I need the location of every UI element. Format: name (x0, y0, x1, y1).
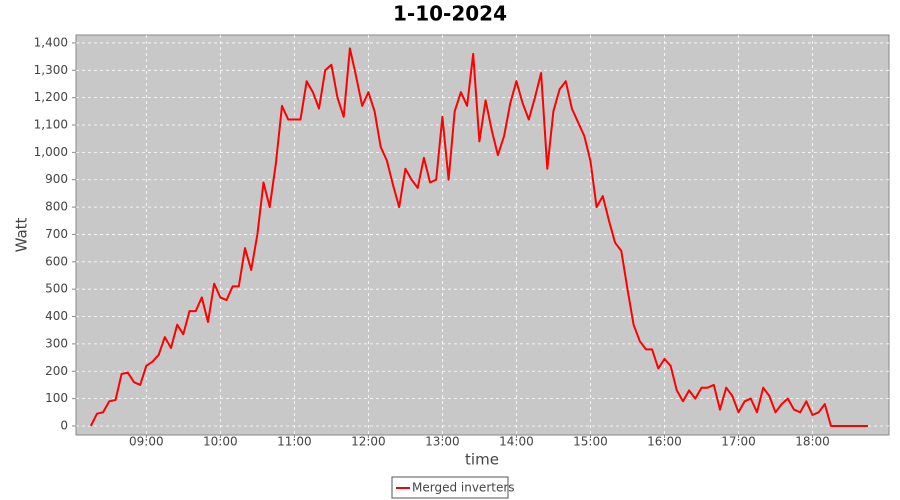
y-tick-label: 700 (45, 227, 68, 241)
chart-title: 1-10-2024 (393, 2, 507, 26)
legend-box (391, 476, 509, 499)
y-tick-label: 900 (45, 172, 68, 186)
y-tick-label: 1,200 (34, 90, 68, 104)
y-tick-label: 600 (45, 254, 68, 268)
x-tick-label: 18:00 (795, 435, 830, 449)
y-tick-label: 800 (45, 200, 68, 214)
legend-label: Merged inverters (412, 481, 515, 495)
x-tick-label: 16:00 (647, 435, 682, 449)
x-tick-label: 09:00 (129, 435, 164, 449)
y-tick-label: 1,000 (34, 145, 68, 159)
data-line (89, 47, 868, 427)
x-axis-label: time (465, 451, 499, 469)
x-tick-label: 13:00 (425, 435, 460, 449)
y-tick-label: 0 (60, 418, 68, 432)
y-tick-label: 200 (45, 364, 68, 378)
y-tick-label: 1,400 (34, 35, 68, 49)
x-tick-label: 12:00 (351, 435, 386, 449)
y-tick-label: 400 (45, 309, 68, 323)
y-axis-label: Watt (13, 217, 31, 252)
x-tick-label: 17:00 (721, 435, 756, 449)
y-tick-label: 1,300 (34, 63, 68, 77)
y-tick-label: 100 (45, 391, 68, 405)
y-tick-label: 1,100 (34, 118, 68, 132)
y-tick-label: 300 (45, 336, 68, 350)
plot-area (75, 34, 890, 436)
x-tick-label: 11:00 (277, 435, 312, 449)
x-tick-label: 10:00 (203, 435, 238, 449)
x-tick-label: 14:00 (499, 435, 534, 449)
x-tick-label: 15:00 (573, 435, 608, 449)
y-tick-label: 500 (45, 282, 68, 296)
